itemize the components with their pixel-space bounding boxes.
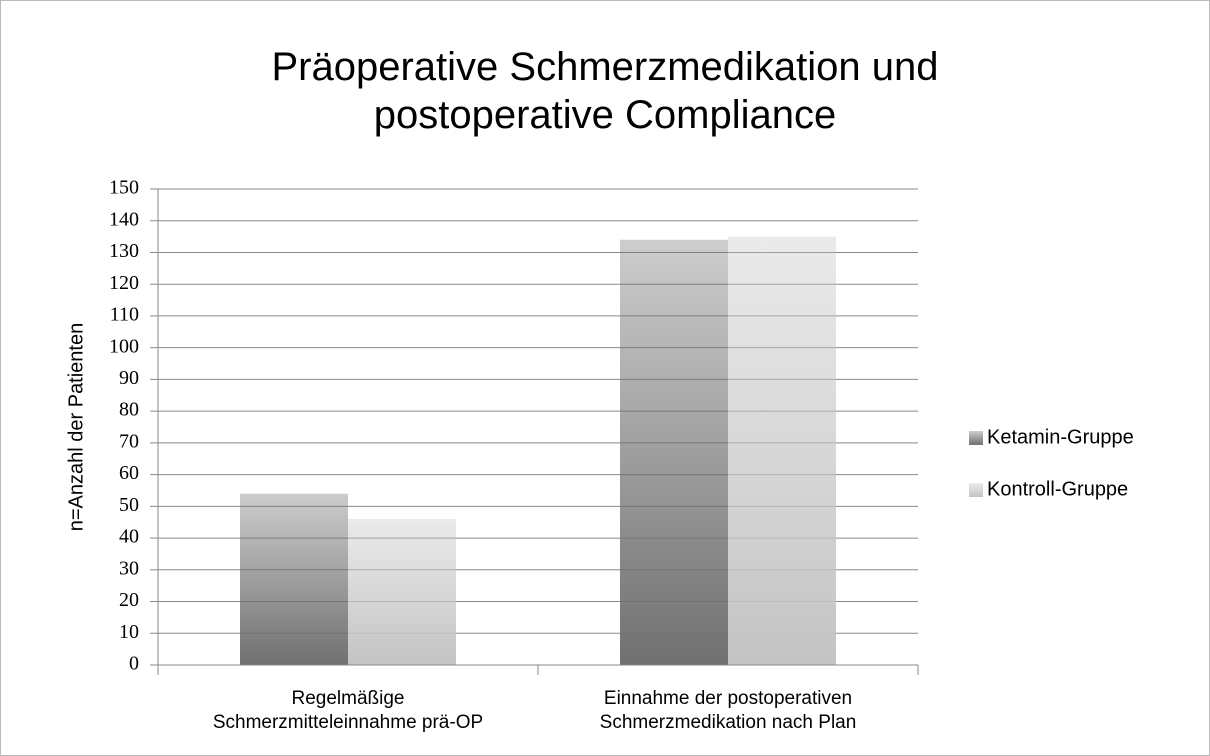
y-tick-label: 130: [109, 240, 139, 262]
y-tick-label: 30: [119, 557, 139, 579]
legend-swatch: [969, 431, 983, 445]
y-tick-label: 0: [129, 653, 139, 675]
y-tick-label: 40: [119, 526, 139, 548]
legend-label: Ketamin-Gruppe: [987, 426, 1134, 448]
y-axis-label: n=Anzahl der Patienten: [65, 323, 87, 532]
legend-label: Kontroll-Gruppe: [987, 478, 1128, 500]
x-tick-label: Regelmäßige Schmerzmitteleinnahme prä-OP: [212, 688, 484, 733]
y-tick-label: 80: [119, 399, 139, 421]
bar: [240, 493, 348, 665]
y-tick-label: 60: [119, 462, 139, 484]
legend-swatch: [969, 483, 983, 497]
y-tick-label: 20: [119, 589, 139, 611]
y-tick-label: 50: [119, 494, 139, 516]
y-tick-label: 90: [119, 367, 139, 389]
bar: [620, 239, 728, 666]
y-tick-label: 140: [109, 208, 139, 230]
bar: [728, 236, 836, 665]
x-tick-label: Einnahme der postoperativen Schmerzmedik…: [599, 688, 857, 733]
bar: [348, 519, 456, 665]
y-tick-label: 70: [119, 430, 139, 452]
y-tick-label: 100: [109, 335, 139, 357]
y-tick-label: 10: [119, 621, 139, 643]
y-tick-label: 110: [110, 304, 139, 326]
chart-title: Präoperative Schmerzmedikation und posto…: [271, 45, 939, 137]
y-tick-label: 150: [109, 177, 139, 199]
y-tick-label: 120: [109, 272, 139, 294]
